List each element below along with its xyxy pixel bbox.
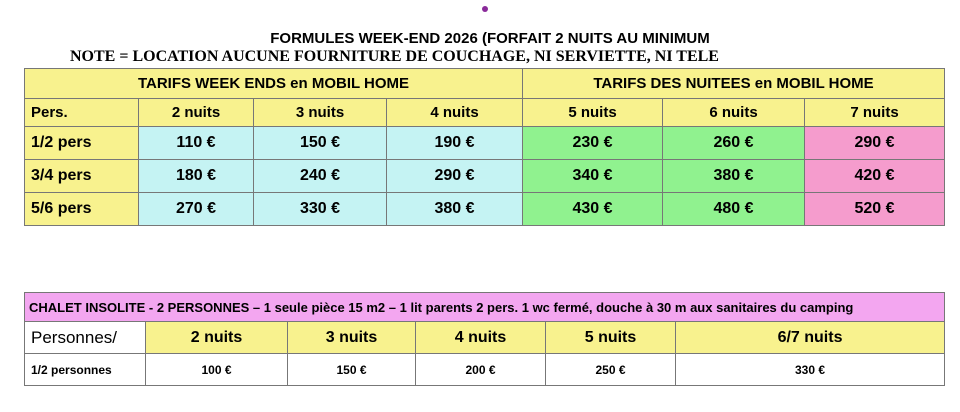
table-row: 5/6 pers 270 € 330 € 380 € 430 € 480 € 5… xyxy=(24,192,946,226)
decorative-dot xyxy=(482,6,488,12)
column-header: 2 nuits xyxy=(145,321,288,354)
price-cell: 200 € xyxy=(415,353,546,386)
price-cell: 380 € xyxy=(386,192,523,226)
price-cell: 290 € xyxy=(386,159,523,193)
price-cell: 180 € xyxy=(138,159,254,193)
price-cell: 330 € xyxy=(674,353,946,386)
column-header: 5 nuits xyxy=(545,321,676,354)
table-row: 3/4 pers 180 € 240 € 290 € 340 € 380 € 4… xyxy=(24,159,946,193)
column-header: 3 nuits xyxy=(253,98,387,127)
mobil-home-price-table: TARIFS WEEK ENDS en MOBIL HOME TARIFS DE… xyxy=(24,68,946,226)
price-cell: 240 € xyxy=(253,159,387,193)
price-cell: 230 € xyxy=(522,126,663,160)
chalet-price-table: CHALET INSOLITE - 2 PERSONNES – 1 seule … xyxy=(23,292,946,386)
price-cell: 480 € xyxy=(662,192,805,226)
chalet-title: CHALET INSOLITE - 2 PERSONNES – 1 seule … xyxy=(23,292,946,322)
price-cell: 290 € xyxy=(803,126,946,160)
price-cell: 430 € xyxy=(522,192,663,226)
row-label: 1/2 pers xyxy=(24,126,139,160)
price-cell: 150 € xyxy=(287,353,416,386)
column-header: 6/7 nuits xyxy=(674,321,946,354)
column-header: 6 nuits xyxy=(662,98,805,127)
price-cell: 150 € xyxy=(253,126,387,160)
column-header: 4 nuits xyxy=(415,321,546,354)
table-row: 1/2 personnes 100 € 150 € 200 € 250 € 33… xyxy=(24,353,946,386)
column-header: 2 nuits xyxy=(138,98,254,127)
row-label: 3/4 pers xyxy=(24,159,139,193)
price-cell: 190 € xyxy=(386,126,523,160)
column-header: Pers. xyxy=(24,98,139,127)
price-cell: 520 € xyxy=(803,192,946,226)
price-cell: 330 € xyxy=(253,192,387,226)
column-header: Personnes/ xyxy=(24,321,146,354)
price-cell: 250 € xyxy=(545,353,676,386)
price-cell: 110 € xyxy=(138,126,254,160)
price-cell: 380 € xyxy=(662,159,805,193)
row-label: 1/2 personnes xyxy=(24,353,146,386)
price-cell: 420 € xyxy=(803,159,946,193)
group-header-nuitees: TARIFS DES NUITEES en MOBIL HOME xyxy=(521,68,946,99)
group-header-weekend: TARIFS WEEK ENDS en MOBIL HOME xyxy=(24,68,523,99)
row-label: 5/6 pers xyxy=(24,192,139,226)
price-cell: 260 € xyxy=(662,126,805,160)
column-header: 4 nuits xyxy=(386,98,523,127)
table-row: 1/2 pers 110 € 150 € 190 € 230 € 260 € 2… xyxy=(24,126,946,160)
column-header: 3 nuits xyxy=(287,321,416,354)
page-title: FORMULES WEEK-END 2026 (FORFAIT 2 NUITS … xyxy=(270,30,710,47)
price-cell: 340 € xyxy=(522,159,663,193)
price-cell: 100 € xyxy=(145,353,288,386)
note: NOTE = LOCATION AUCUNE FOURNITURE DE COU… xyxy=(70,48,719,65)
column-header: 7 nuits xyxy=(803,98,946,127)
column-header: 5 nuits xyxy=(522,98,663,127)
price-cell: 270 € xyxy=(138,192,254,226)
